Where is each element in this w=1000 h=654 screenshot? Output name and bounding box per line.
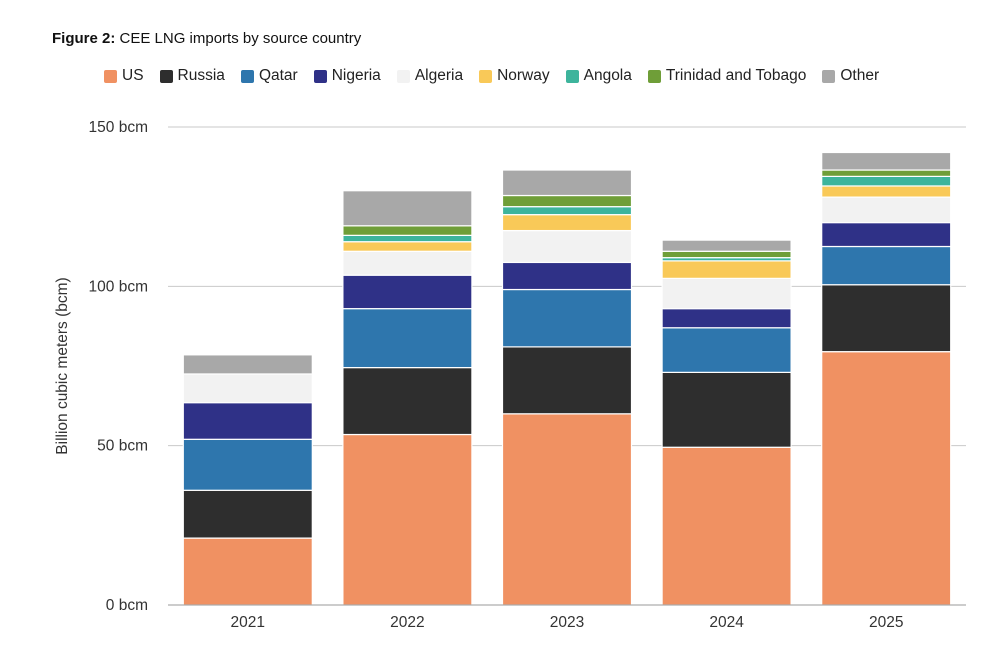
figure-number: Figure 2: bbox=[52, 30, 116, 47]
bar-segment-qatar-2024 bbox=[661, 327, 792, 373]
bar-segment-qatar-2022 bbox=[342, 308, 473, 369]
legend-label: Qatar bbox=[258, 67, 298, 84]
bar-segment-us-2021 bbox=[182, 537, 313, 606]
bar-segment-norway-2022 bbox=[342, 241, 473, 252]
bar-segment-qatar-2025 bbox=[821, 245, 952, 286]
y-axis-title: Billion cubic meters (bcm) bbox=[54, 277, 71, 454]
bar-segment-angola-2025 bbox=[821, 175, 952, 187]
bar-segment-other-2024 bbox=[661, 239, 792, 252]
x-tick-label: 2023 bbox=[550, 614, 584, 631]
bar-segment-algeria-2024 bbox=[661, 277, 792, 310]
bar-segment-other-2022 bbox=[342, 190, 473, 227]
bar-segment-algeria-2022 bbox=[342, 250, 473, 276]
legend-item-nigeria: Nigeria bbox=[313, 67, 381, 85]
legend-swatch bbox=[565, 69, 579, 83]
y-tick-label: 50 bcm bbox=[97, 438, 148, 455]
bar-segment-algeria-2023 bbox=[501, 229, 633, 264]
y-tick-label: 0 bcm bbox=[106, 597, 148, 614]
bar-segment-russia-2022 bbox=[342, 366, 473, 436]
legend-label: Algeria bbox=[414, 67, 464, 84]
x-tick-label: 2024 bbox=[709, 614, 744, 631]
bar-segment-us-2022 bbox=[342, 433, 473, 606]
bar-segment-trinidad-and-tobago-2025 bbox=[821, 169, 952, 177]
y-tick-label: 100 bcm bbox=[89, 278, 148, 295]
legend-label: Trinidad and Tobago bbox=[665, 67, 807, 84]
legend-swatch bbox=[396, 69, 410, 83]
x-tick-label: 2022 bbox=[390, 614, 424, 631]
bar-segment-nigeria-2024 bbox=[661, 308, 792, 329]
legend-swatch bbox=[240, 69, 254, 83]
bar-segment-nigeria-2023 bbox=[501, 261, 633, 291]
bar-segment-qatar-2023 bbox=[501, 288, 633, 348]
bar-segment-us-2024 bbox=[661, 446, 792, 606]
legend-label: Nigeria bbox=[331, 67, 381, 84]
bar-segment-us-2023 bbox=[501, 413, 633, 606]
bar-segment-algeria-2025 bbox=[821, 196, 952, 224]
legend-label: Russia bbox=[177, 67, 225, 84]
bar-segment-trinidad-and-tobago-2022 bbox=[342, 225, 473, 236]
bar-segment-norway-2025 bbox=[821, 185, 952, 198]
bar-segment-qatar-2021 bbox=[182, 438, 313, 491]
bar-segment-angola-2023 bbox=[501, 206, 633, 216]
legend-swatch bbox=[313, 69, 327, 83]
chart-legend: US Russia Qatar Nigeria Algeria Norway Angola T… bbox=[104, 67, 895, 85]
bar-segment-other-2021 bbox=[182, 354, 313, 375]
bar-segment-norway-2024 bbox=[661, 260, 792, 279]
legend-label: Angola bbox=[583, 67, 632, 84]
bar-segment-angola-2022 bbox=[342, 234, 473, 243]
legend-swatch bbox=[159, 69, 173, 83]
y-tick-label: 150 bcm bbox=[89, 119, 148, 136]
legend-item-other: Other bbox=[822, 67, 879, 85]
legend-item-algeria: Algeria bbox=[396, 67, 464, 85]
bar-segment-us-2025 bbox=[821, 351, 952, 606]
bar-segment-nigeria-2022 bbox=[342, 274, 473, 310]
bar-segment-trinidad-and-tobago-2023 bbox=[501, 194, 633, 208]
bar-segment-algeria-2021 bbox=[182, 373, 313, 404]
legend-swatch bbox=[822, 69, 836, 83]
legend-item-norway: Norway bbox=[479, 67, 550, 85]
legend-swatch bbox=[647, 69, 661, 83]
bar-segment-other-2023 bbox=[501, 169, 633, 197]
bar-segment-norway-2023 bbox=[501, 214, 633, 232]
bar-segment-russia-2025 bbox=[821, 284, 952, 353]
bar-segment-nigeria-2025 bbox=[821, 222, 952, 248]
legend-item-trinidad-and-tobago: Trinidad and Tobago bbox=[647, 67, 807, 85]
x-tick-label: 2021 bbox=[231, 614, 265, 631]
legend-label: Norway bbox=[497, 67, 550, 84]
legend-swatch bbox=[479, 69, 493, 83]
bar-segment-nigeria-2021 bbox=[182, 402, 313, 440]
chart-title: Figure 2: CEE LNG imports by source coun… bbox=[52, 30, 361, 47]
bar-segment-other-2025 bbox=[821, 151, 952, 171]
bar-segment-trinidad-and-tobago-2024 bbox=[661, 250, 792, 259]
legend-item-qatar: Qatar bbox=[240, 67, 298, 85]
bar-segment-russia-2021 bbox=[182, 489, 313, 539]
legend-swatch bbox=[104, 69, 117, 83]
figure-title: CEE LNG imports by source country bbox=[119, 30, 362, 47]
legend-label: Other bbox=[840, 67, 880, 84]
legend-item-russia: Russia bbox=[159, 67, 225, 85]
x-tick-label: 2025 bbox=[869, 614, 903, 631]
legend-item-angola: Angola bbox=[565, 67, 632, 85]
legend-item-us: US bbox=[104, 67, 144, 85]
bar-segment-russia-2024 bbox=[661, 371, 792, 448]
bar-segment-russia-2023 bbox=[501, 346, 633, 415]
legend-label: US bbox=[122, 67, 144, 84]
